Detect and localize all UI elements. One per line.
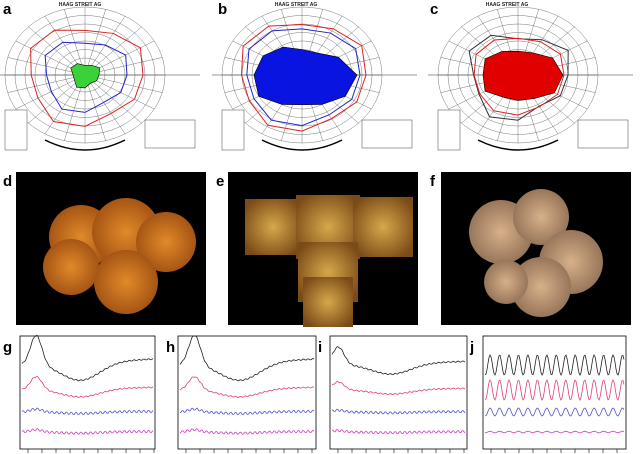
fundus-image (353, 197, 413, 257)
erg-trace (331, 408, 466, 415)
erg-trace (179, 376, 315, 398)
erg-trace (21, 375, 154, 398)
erg-trace (179, 335, 315, 382)
erg-frame (329, 335, 468, 450)
erg-trace (179, 428, 315, 435)
fundus-image (513, 189, 569, 245)
panel-label: j (469, 339, 474, 356)
erg-frame (19, 335, 156, 450)
grid-spoke (84, 74, 142, 124)
panel-label: h (166, 339, 175, 356)
legend-box (437, 109, 461, 151)
chart-header: HAAG STREIT AG (486, 2, 529, 8)
chart-header: HAAG STREIT AG (59, 2, 102, 8)
panel-label: d (3, 173, 12, 190)
grid-spoke (84, 9, 106, 76)
panel-label: g (3, 339, 12, 356)
panel-label: e (216, 173, 224, 190)
fundus-image (94, 250, 158, 314)
panel-label: c (430, 1, 438, 18)
erg-trace (21, 407, 154, 416)
erg-trace (484, 379, 625, 401)
scale-arc (44, 139, 126, 151)
legend-box (4, 109, 28, 151)
isopter (30, 29, 144, 127)
chart-header: HAAG STREIT AG (275, 2, 318, 8)
grid-spoke (84, 74, 106, 141)
field-defect (70, 63, 101, 89)
isopter (473, 37, 565, 116)
erg-trace (331, 346, 466, 376)
scale-arc (261, 139, 343, 151)
panel-label: b (218, 1, 227, 18)
erg-trace (484, 430, 625, 434)
grid-spoke (7, 74, 86, 93)
fundus-image (511, 257, 571, 317)
fundus-image (245, 199, 301, 255)
grid-spoke (64, 9, 86, 76)
erg-trace (331, 381, 466, 396)
scale-arc (477, 139, 559, 151)
erg-trace (484, 354, 625, 376)
fundus-image (484, 260, 528, 304)
erg-trace (21, 334, 154, 382)
panel-label: f (430, 173, 436, 190)
isopter (246, 28, 361, 127)
isopter (240, 24, 367, 132)
grid-spoke (15, 74, 86, 110)
isopter (44, 41, 128, 113)
legend-box (577, 119, 629, 149)
field-defect (482, 50, 564, 101)
legend-box (221, 109, 245, 151)
field-defect (253, 46, 358, 106)
grid-spoke (84, 74, 126, 135)
erg-frame (482, 335, 627, 450)
fundus-image (136, 212, 196, 272)
legend-box (361, 119, 413, 149)
panel-label: a (3, 1, 12, 18)
panel-label: i (318, 339, 322, 356)
legend-box (144, 119, 196, 149)
erg-trace (21, 428, 154, 435)
erg-trace (331, 428, 466, 435)
fundus-image (303, 277, 353, 327)
erg-trace (484, 407, 625, 417)
fundus-image (43, 239, 99, 295)
erg-frame (177, 335, 317, 450)
erg-trace (179, 407, 315, 416)
